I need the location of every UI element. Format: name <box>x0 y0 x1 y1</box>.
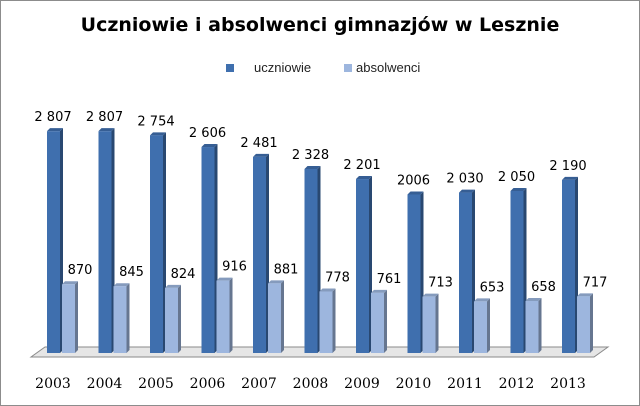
bar-absolwenci-2010 <box>422 296 436 353</box>
data-label-absolwenci-2012: 658 <box>531 280 556 295</box>
data-label-absolwenci-2008: 778 <box>325 271 350 286</box>
bar-uczniowie-2010 <box>407 194 421 353</box>
bar-top-absolwenci-2005 <box>165 284 181 288</box>
data-label-uczniowie-2008: 2 328 <box>292 148 329 163</box>
bar-side-absolwenci-2005 <box>178 284 181 353</box>
bar-side-absolwenci-2003 <box>75 281 78 353</box>
x-tick-2007: 2007 <box>241 376 277 392</box>
bar-absolwenci-2006 <box>216 280 230 353</box>
bar-uczniowie-2004 <box>98 131 112 353</box>
bar-absolwenci-2008 <box>319 291 333 353</box>
bar-top-uczniowie-2012 <box>510 187 527 191</box>
bar-top-absolwenci-2010 <box>422 293 439 297</box>
bar-absolwenci-2003 <box>62 284 75 353</box>
bar-absolwenci-2005 <box>165 287 178 353</box>
bar-side-absolwenci-2004 <box>126 283 130 353</box>
bar-side-absolwenci-2012 <box>538 297 542 353</box>
bar-uczniowie-2008 <box>304 169 318 353</box>
data-label-absolwenci-2004: 845 <box>119 265 144 280</box>
bar-uczniowie-2007 <box>253 156 266 353</box>
data-label-absolwenci-2007: 881 <box>274 262 299 277</box>
bar-side-absolwenci-2011 <box>487 298 490 353</box>
bar-top-uczniowie-2004 <box>98 128 115 132</box>
chart-legend: uczniowie absolwenci <box>0 60 640 80</box>
bar-uczniowie-2003 <box>47 131 60 353</box>
bar-top-absolwenci-2003 <box>62 281 78 285</box>
data-label-absolwenci-2013: 717 <box>583 275 608 290</box>
bar-top-absolwenci-2006 <box>216 277 233 281</box>
data-label-uczniowie-2006: 2 606 <box>189 126 226 141</box>
x-tick-2012: 2012 <box>499 376 535 392</box>
bar-top-absolwenci-2011 <box>474 298 490 302</box>
x-tick-2009: 2009 <box>344 376 380 392</box>
data-label-uczniowie-2007: 2 481 <box>240 136 277 151</box>
bar-absolwenci-2013 <box>577 296 590 353</box>
data-label-uczniowie-2003: 2 807 <box>34 110 71 125</box>
x-tick-2003: 2003 <box>35 376 71 392</box>
x-tick-2006: 2006 <box>190 376 226 392</box>
data-label-uczniowie-2012: 2 050 <box>498 170 535 185</box>
bar-absolwenci-2009 <box>371 292 384 353</box>
legend-swatch-absolwenci <box>344 63 352 72</box>
bar-absolwenci-2012 <box>525 300 539 353</box>
bar-top-uczniowie-2011 <box>459 189 475 193</box>
bar-uczniowie-2013 <box>562 179 575 353</box>
data-label-absolwenci-2010: 713 <box>428 276 453 291</box>
bar-side-absolwenci-2013 <box>590 293 593 353</box>
bar-top-absolwenci-2004 <box>113 283 130 287</box>
x-tick-2004: 2004 <box>87 376 123 392</box>
data-label-uczniowie-2013: 2 190 <box>549 159 586 174</box>
bar-absolwenci-2011 <box>474 301 487 353</box>
bar-uczniowie-2006 <box>201 147 215 353</box>
data-label-absolwenci-2006: 916 <box>222 260 247 275</box>
bar-side-absolwenci-2006 <box>229 277 233 353</box>
bar-top-absolwenci-2007 <box>268 280 284 284</box>
x-tick-2013: 2013 <box>550 376 586 392</box>
bar-top-uczniowie-2007 <box>253 153 269 157</box>
legend-label-absolwenci: absolwenci <box>356 60 421 75</box>
data-label-uczniowie-2004: 2 807 <box>86 110 123 125</box>
bar-top-uczniowie-2006 <box>201 144 218 148</box>
data-label-absolwenci-2009: 761 <box>377 272 402 287</box>
bar-top-uczniowie-2010 <box>407 191 424 195</box>
bar-top-absolwenci-2013 <box>577 293 593 297</box>
bar-top-uczniowie-2008 <box>304 166 321 170</box>
legend-item-absolwenci: absolwenci <box>344 60 420 75</box>
bar-uczniowie-2011 <box>459 192 472 353</box>
data-label-uczniowie-2010: 2006 <box>397 173 430 188</box>
bar-side-absolwenci-2008 <box>332 288 336 353</box>
bar-uczniowie-2005 <box>150 135 163 353</box>
data-label-uczniowie-2011: 2 030 <box>446 172 483 187</box>
bar-side-absolwenci-2010 <box>435 293 439 353</box>
data-label-absolwenci-2005: 824 <box>171 267 196 282</box>
x-tick-2008: 2008 <box>293 376 329 392</box>
data-label-uczniowie-2009: 2 201 <box>343 158 380 173</box>
data-label-uczniowie-2005: 2 754 <box>137 114 174 129</box>
legend-item-uczniowie: uczniowie <box>226 60 311 75</box>
bar-top-absolwenci-2012 <box>525 297 542 301</box>
bar-top-uczniowie-2003 <box>47 128 63 132</box>
x-tick-2011: 2011 <box>447 376 483 392</box>
bar-absolwenci-2004 <box>113 286 127 353</box>
bar-top-absolwenci-2009 <box>371 289 387 293</box>
bar-side-absolwenci-2007 <box>281 280 284 353</box>
data-label-absolwenci-2003: 870 <box>68 263 93 278</box>
x-tick-2010: 2010 <box>396 376 432 392</box>
legend-label-uczniowie: uczniowie <box>254 60 312 75</box>
bar-uczniowie-2012 <box>510 190 524 353</box>
bar-top-uczniowie-2009 <box>356 176 372 180</box>
bar-top-uczniowie-2013 <box>562 176 578 180</box>
x-tick-2005: 2005 <box>138 376 174 392</box>
chart-title: Uczniowie i absolwenci gimnazjów w Leszn… <box>80 14 560 36</box>
bar-absolwenci-2007 <box>268 283 281 353</box>
data-label-absolwenci-2011: 653 <box>480 280 505 295</box>
bar-top-uczniowie-2005 <box>150 132 166 136</box>
bar-uczniowie-2009 <box>356 179 369 353</box>
legend-swatch-uczniowie <box>226 63 234 72</box>
bar-side-absolwenci-2009 <box>384 289 387 353</box>
bar-top-absolwenci-2008 <box>319 288 336 292</box>
